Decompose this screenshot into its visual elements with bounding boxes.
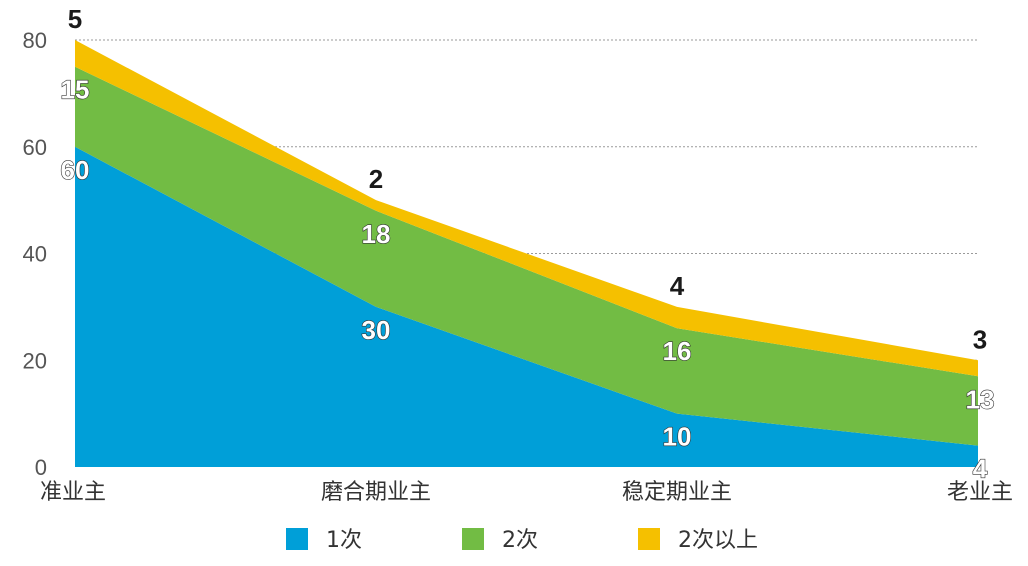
legend[interactable]: 1次 2次 2次以上 <box>286 528 758 553</box>
legend-item[interactable]: 2次以上 <box>638 528 758 553</box>
data-label: 60 <box>61 155 90 185</box>
y-tick-label: 60 <box>23 135 47 160</box>
x-category-label: 准业主 <box>40 480 106 505</box>
area-series-2 <box>75 66 978 446</box>
legend-swatch <box>462 528 484 550</box>
data-label: 13 <box>966 384 995 414</box>
data-label: 4 <box>670 271 685 301</box>
area-series <box>75 40 978 467</box>
data-label: 15 <box>61 75 90 105</box>
data-label: 18 <box>362 219 391 249</box>
legend-label: 1次 <box>326 528 362 553</box>
area-series-1 <box>75 146 978 467</box>
y-axis-ticks: 0 20 40 60 80 <box>23 28 47 480</box>
data-label: 2 <box>369 164 383 194</box>
data-label: 16 <box>663 336 692 366</box>
legend-swatch <box>638 528 660 550</box>
data-label: 30 <box>362 315 391 345</box>
data-labels: 60 30 10 4 15 18 16 13 5 2 4 3 <box>60 4 995 484</box>
legend-item[interactable]: 2次 <box>462 528 538 553</box>
data-label: 3 <box>973 324 987 354</box>
y-tick-label: 20 <box>23 348 47 373</box>
legend-label: 2次 <box>502 528 538 553</box>
x-category-label: 磨合期业主 <box>321 480 431 505</box>
x-category-label: 稳定期业主 <box>622 480 732 505</box>
y-tick-label: 40 <box>23 242 47 267</box>
y-tick-label: 80 <box>23 28 47 53</box>
data-label: 4 <box>973 454 988 484</box>
x-axis-categories: 准业主 磨合期业主 稳定期业主 老业主 <box>40 480 1013 505</box>
legend-swatch <box>286 528 308 550</box>
legend-label: 2次以上 <box>678 528 758 553</box>
x-category-label: 老业主 <box>947 480 1013 505</box>
y-tick-label: 0 <box>35 455 47 480</box>
data-label: 5 <box>68 4 82 34</box>
data-label: 10 <box>663 422 692 452</box>
legend-item[interactable]: 1次 <box>286 528 362 553</box>
